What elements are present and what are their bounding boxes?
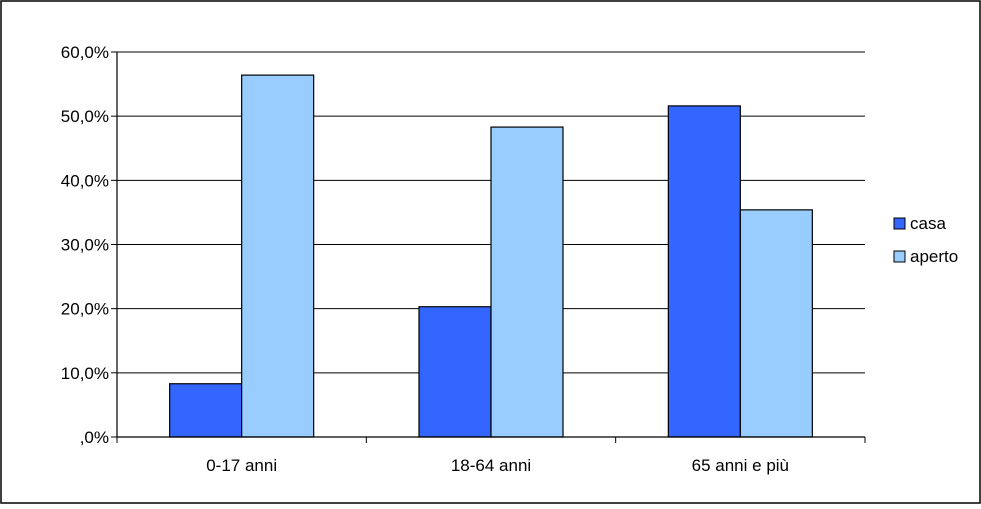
legend-label-casa: casa: [910, 214, 946, 233]
bar-casa-0: [169, 383, 243, 438]
x-tick-label: 18-64 anni: [451, 456, 531, 475]
y-tick-label: 60,0%: [61, 43, 109, 62]
y-tick-label: 40,0%: [61, 171, 109, 190]
bar-aperto-0: [241, 74, 315, 438]
y-tick-label: 20,0%: [61, 300, 109, 319]
bar-casa-2: [667, 105, 741, 438]
y-tick-label: 10,0%: [61, 364, 109, 383]
axes: [111, 51, 866, 443]
x-tick-label: 0-17 anni: [206, 456, 277, 475]
legend-swatch-casa: [893, 217, 906, 230]
legend-label-aperto: aperto: [910, 247, 958, 266]
y-tick-label: 50,0%: [61, 107, 109, 126]
bar-casa-1: [418, 306, 492, 438]
bar-aperto-2: [739, 209, 813, 438]
bars: [169, 74, 813, 438]
legend: casa aperto: [893, 214, 958, 266]
legend-swatch-aperto: [893, 250, 906, 263]
bar-aperto-1: [490, 126, 564, 438]
x-tick-label: 65 anni e più: [692, 456, 789, 475]
y-tick-label: 30,0%: [61, 236, 109, 255]
tick-labels: ,0% 10,0% 20,0% 30,0% 40,0% 50,0% 60,0% 0-17 an…: [61, 43, 789, 475]
y-tick-label: ,0%: [80, 428, 109, 447]
